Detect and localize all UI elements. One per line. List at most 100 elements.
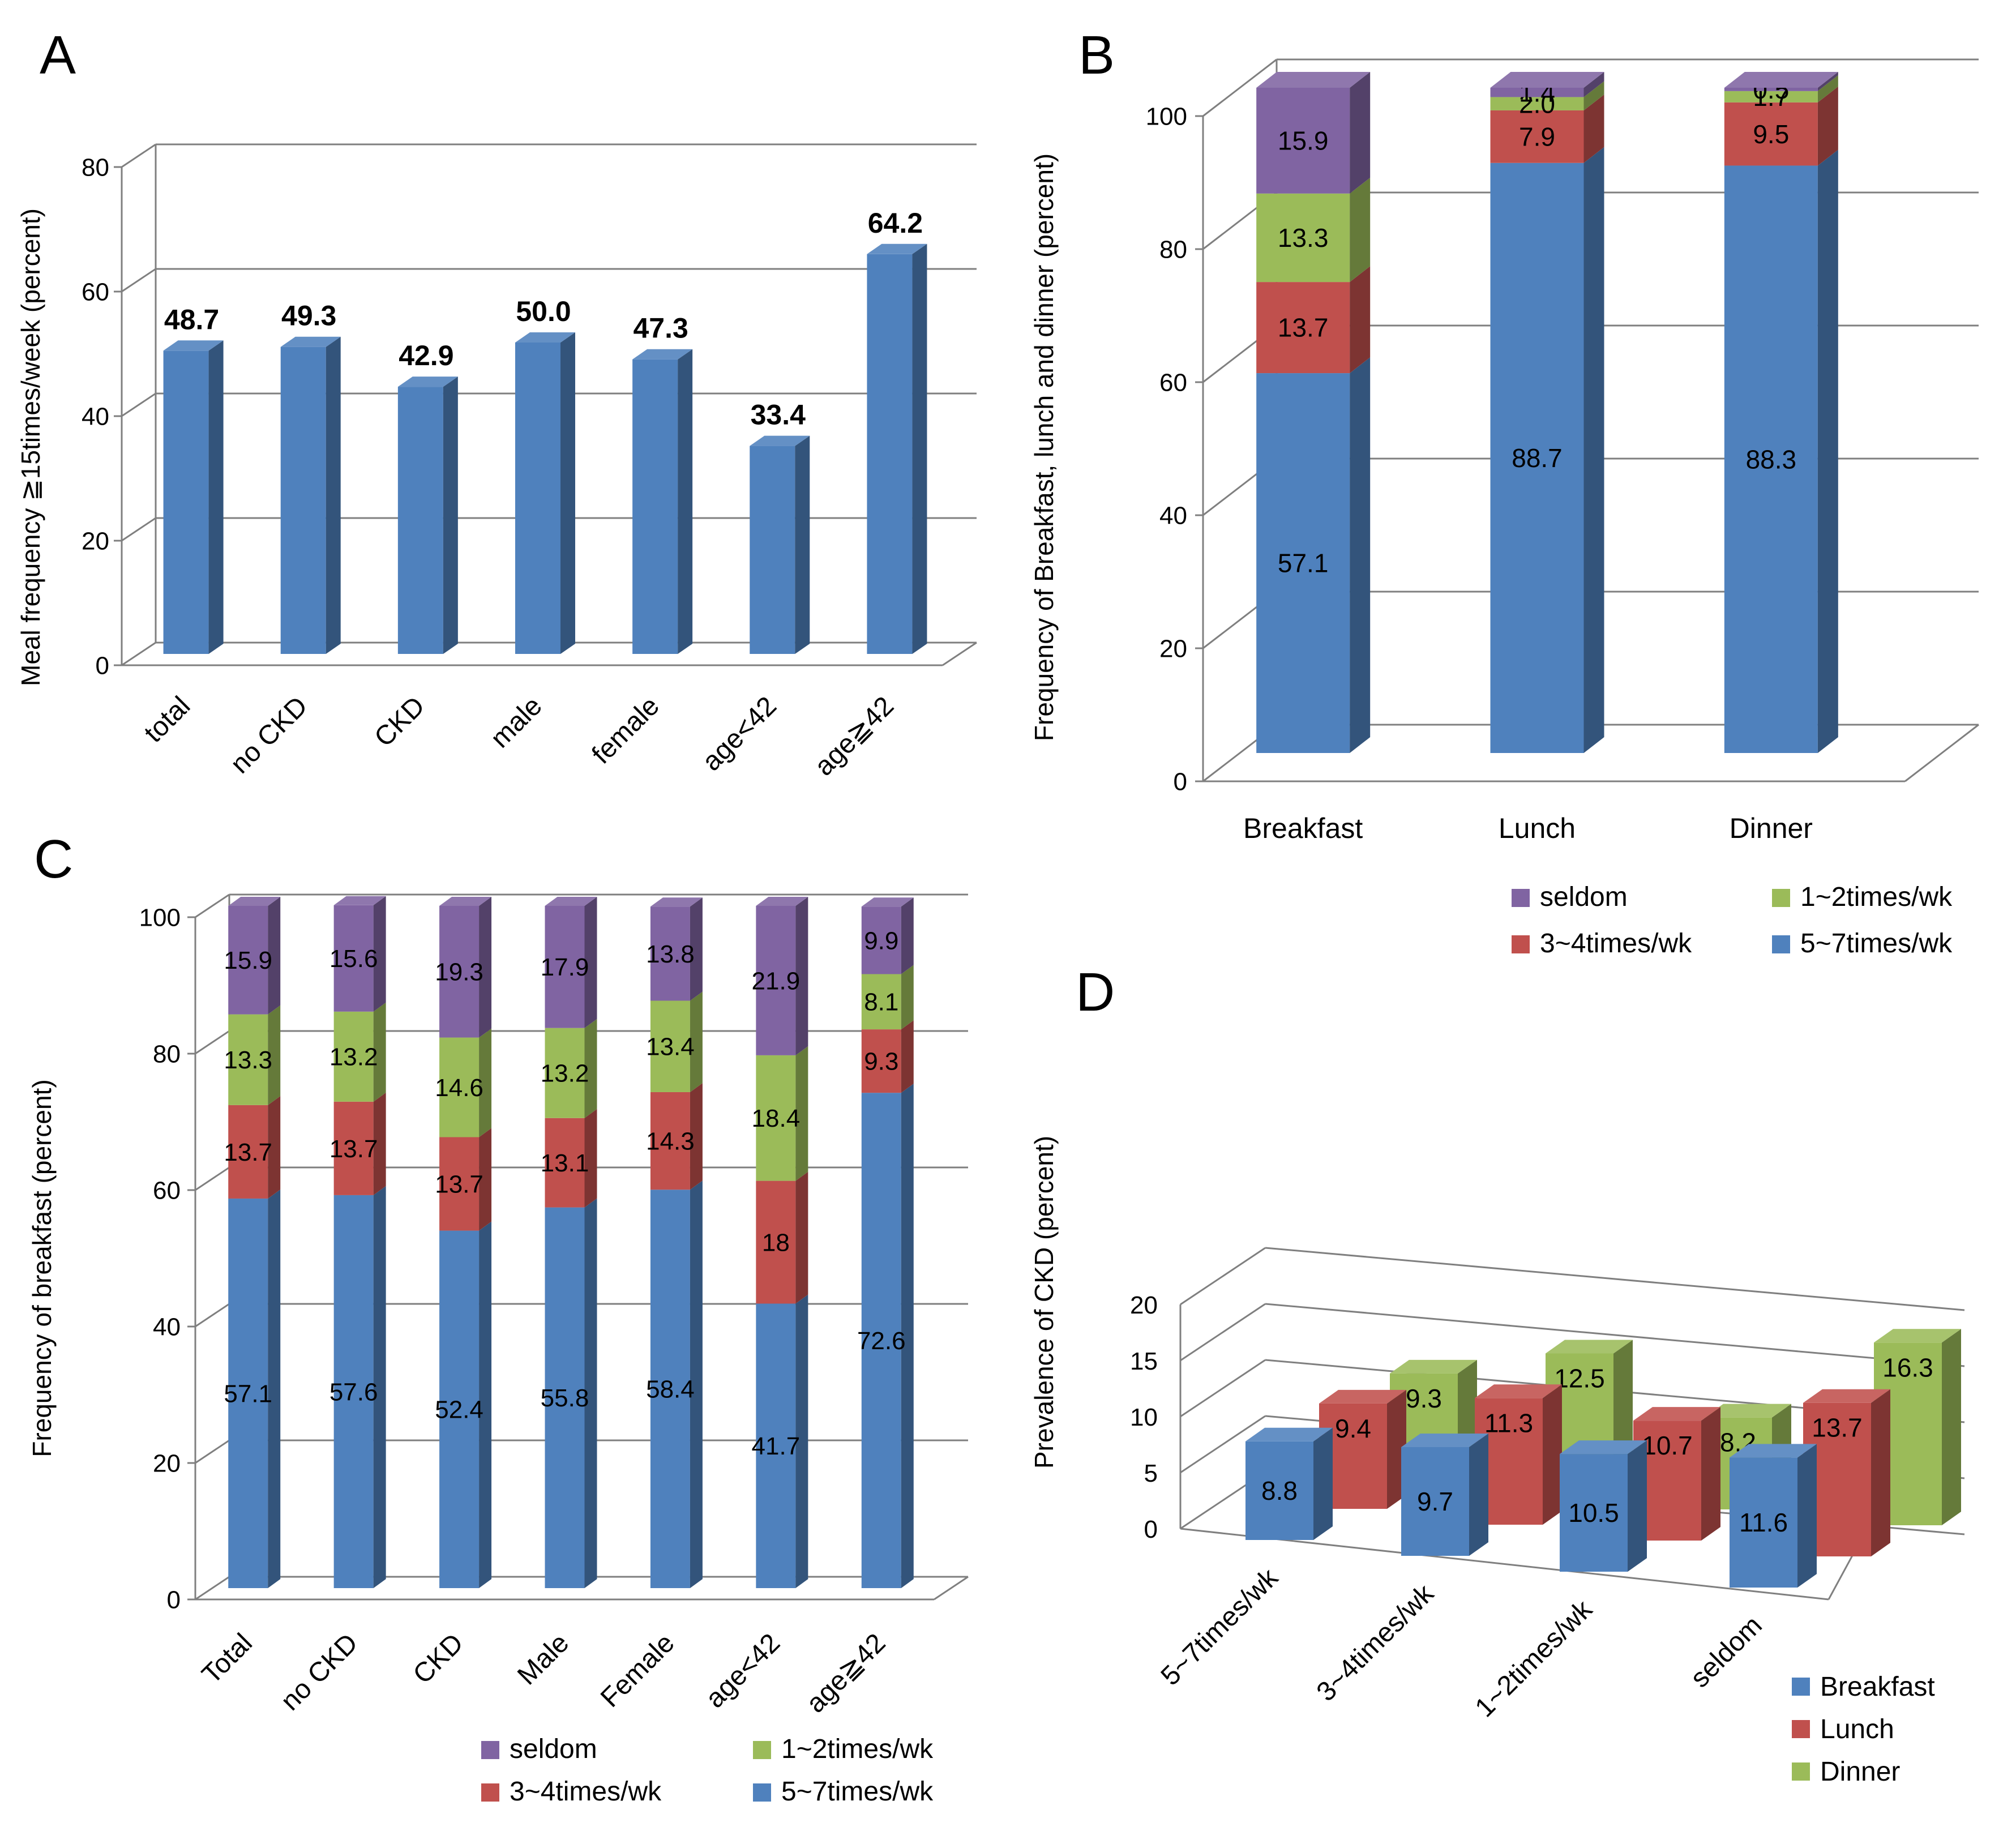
- bar-segment: [228, 1096, 281, 1199]
- bar: [515, 332, 575, 654]
- data-label: 14.6: [435, 1074, 483, 1102]
- x-tick-label: age≧42: [801, 1628, 891, 1718]
- legend-swatch: [481, 1741, 499, 1759]
- panel-label-a: A: [40, 25, 76, 85]
- y-axis-title: Prevalence of CKD (percent): [1029, 1136, 1059, 1469]
- y-tick-label: 10: [1130, 1404, 1158, 1431]
- legend-label: 3~4times/wk: [1540, 929, 1692, 959]
- data-label: 48.7: [164, 303, 219, 335]
- bar-segment: [1724, 75, 1838, 102]
- data-label: 88.3: [1746, 444, 1797, 474]
- legend-label: Dinner: [1820, 1757, 1900, 1787]
- bar-segment: [1724, 149, 1838, 754]
- data-label: 13.2: [541, 1060, 589, 1088]
- bar-segment: [228, 1005, 281, 1105]
- x-tick-label: age≧42: [809, 691, 900, 781]
- data-label: 9.3: [864, 1048, 898, 1076]
- data-label: 57.1: [224, 1380, 272, 1408]
- data-label: 11.6: [1739, 1508, 1788, 1537]
- data-label: 42.9: [399, 340, 453, 371]
- legend-label: seldom: [1540, 882, 1628, 912]
- bar-segment: [545, 1109, 597, 1208]
- legend-label: 5~7times/wk: [781, 1777, 934, 1807]
- legend-swatch: [753, 1783, 771, 1802]
- y-tick-label: 15: [1130, 1347, 1158, 1375]
- y-tick-label: 0: [1174, 768, 1187, 795]
- legend: seldom 1~2times/wk 3~4times/wk 5~7times/wk: [1512, 882, 1953, 959]
- panel-label-b: B: [1078, 25, 1115, 85]
- data-label: 15.6: [329, 945, 378, 973]
- legend-swatch: [1792, 1720, 1810, 1738]
- bar-segment: [756, 1171, 808, 1304]
- data-label: 13.2: [329, 1043, 378, 1071]
- bar-segment: [333, 1186, 386, 1588]
- data-label: 18.4: [752, 1105, 801, 1132]
- x-tick-label: no CKD: [275, 1628, 363, 1716]
- bar-segment: [545, 1198, 597, 1588]
- y-axis-title: Meal frequency ≧15times/week (percent): [16, 208, 45, 686]
- data-label: 13.3: [224, 1046, 272, 1074]
- bar: [1401, 1433, 1488, 1556]
- data-label: 16.3: [1882, 1353, 1933, 1382]
- legend-swatch: [1792, 1678, 1810, 1696]
- x-tick-label: CKD: [408, 1628, 469, 1689]
- bar-segment: [861, 965, 914, 1030]
- bar-segment: [756, 1294, 808, 1588]
- legend-swatch: [1772, 935, 1790, 953]
- y-tick-label: 80: [1159, 236, 1187, 263]
- bar-segment: [861, 1084, 914, 1588]
- x-tick-label: Breakfast: [1243, 812, 1363, 844]
- y-tick-label: 60: [1159, 369, 1187, 396]
- panel-a: A 0 20 40 60 80 48.7 total 49.3 no CKD 42.9 CKD 50.…: [16, 25, 977, 782]
- data-label: 13.4: [646, 1033, 695, 1061]
- x-tick-label: Dinner: [1730, 812, 1813, 844]
- bar-segment: [228, 897, 281, 1015]
- x-tick-label: 1~2times/wk: [1470, 1594, 1599, 1723]
- data-label: 64.2: [868, 207, 923, 239]
- data-label: 9.4: [1335, 1414, 1371, 1443]
- bar-segment: [756, 897, 808, 1055]
- bar-segment: [650, 991, 703, 1092]
- bar-segment: [861, 1020, 914, 1093]
- data-label: 8.8: [1261, 1476, 1298, 1505]
- bar-segment: [1256, 266, 1371, 374]
- y-tick-label: 40: [82, 403, 109, 430]
- y-tick-label: 100: [139, 904, 181, 931]
- bar: [1245, 1427, 1333, 1540]
- bar-segment: [1256, 357, 1371, 753]
- data-label: 15.9: [1278, 126, 1329, 156]
- x-tick-label: CKD: [369, 691, 430, 752]
- data-label: 50.0: [516, 296, 571, 327]
- data-label: 11.3: [1484, 1408, 1533, 1438]
- data-label: 19.3: [435, 959, 483, 986]
- x-tick-label: seldom: [1685, 1610, 1768, 1693]
- y-tick-label: 20: [153, 1449, 181, 1477]
- data-label: 9.5: [1753, 119, 1789, 149]
- bar-segment: [439, 1128, 492, 1231]
- bar: [867, 243, 927, 654]
- legend: Breakfast Lunch Dinner: [1792, 1672, 1935, 1787]
- data-label: 57.6: [329, 1378, 378, 1406]
- bar-segment: [545, 897, 597, 1028]
- bar-segment: [333, 1092, 386, 1195]
- x-tick-label: Total: [196, 1628, 258, 1689]
- panel-label-c: C: [34, 829, 73, 889]
- bar: [632, 349, 693, 654]
- data-label: 49.3: [281, 300, 336, 332]
- y-tick-label: 80: [153, 1040, 181, 1068]
- y-tick-label: 80: [82, 153, 109, 181]
- legend-label: 5~7times/wk: [1800, 929, 1953, 959]
- bar: [280, 336, 341, 654]
- panel-b: B 0 20 40 60 80 100 57.1 13.7 13.3 15.9 Breakfast 8…: [1029, 25, 1979, 959]
- x-tick-label: 5~7times/wk: [1155, 1563, 1285, 1692]
- data-label: 21.9: [752, 967, 801, 995]
- y-axis-title: Frequency of breakfast (percent): [27, 1079, 57, 1457]
- data-label: 13.7: [224, 1139, 272, 1166]
- bar: [163, 340, 224, 654]
- data-label: 57.1: [1278, 549, 1329, 578]
- data-label: 47.3: [633, 313, 688, 344]
- data-label: 72.6: [857, 1327, 906, 1355]
- data-label: 9.7: [1417, 1487, 1453, 1516]
